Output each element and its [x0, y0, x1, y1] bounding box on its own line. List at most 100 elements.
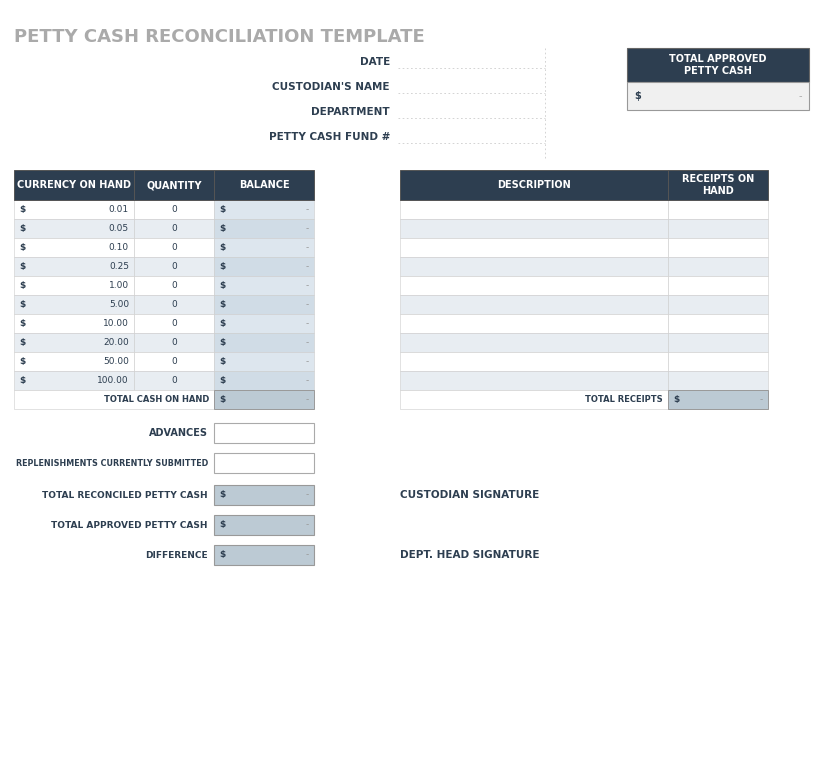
Text: $: $	[219, 300, 225, 309]
Bar	[400, 238, 667, 257]
Bar	[400, 295, 667, 314]
Bar	[214, 371, 314, 390]
Bar	[214, 238, 314, 257]
Text: -: -	[305, 300, 309, 309]
Bar	[667, 333, 767, 352]
Text: $: $	[19, 338, 25, 347]
Bar	[667, 219, 767, 238]
Text: CUSTODIAN SIGNATURE: CUSTODIAN SIGNATURE	[400, 490, 539, 500]
Text: 5.00: 5.00	[109, 300, 129, 309]
Bar	[14, 219, 133, 238]
Text: TOTAL CASH ON HAND: TOTAL CASH ON HAND	[103, 395, 209, 404]
Bar	[14, 200, 133, 219]
Bar	[214, 257, 314, 276]
Bar	[14, 295, 133, 314]
Text: 0: 0	[171, 319, 177, 328]
Bar	[133, 276, 214, 295]
Text: 0: 0	[171, 281, 177, 290]
Text: DESCRIPTION: DESCRIPTION	[496, 180, 570, 190]
Text: $: $	[19, 205, 25, 214]
Text: $: $	[19, 224, 25, 233]
Text: -: -	[305, 520, 309, 530]
Bar	[667, 314, 767, 333]
Text: 0.05: 0.05	[109, 224, 129, 233]
Text: ADVANCES: ADVANCES	[149, 428, 208, 438]
Bar	[133, 314, 214, 333]
Bar	[214, 485, 314, 505]
Bar	[133, 352, 214, 371]
Bar	[133, 200, 214, 219]
Text: CURRENCY ON HAND: CURRENCY ON HAND	[17, 180, 131, 190]
Text: 0: 0	[171, 262, 177, 271]
Text: QUANTITY: QUANTITY	[146, 180, 201, 190]
Bar	[14, 333, 133, 352]
Text: 1.00: 1.00	[109, 281, 129, 290]
Bar	[133, 170, 214, 200]
Bar	[214, 276, 314, 295]
Text: TOTAL APPROVED PETTY CASH: TOTAL APPROVED PETTY CASH	[52, 520, 208, 530]
Text: -: -	[305, 205, 309, 214]
Text: $: $	[19, 243, 25, 252]
Bar	[133, 238, 214, 257]
Bar	[400, 276, 667, 295]
Text: 0: 0	[171, 300, 177, 309]
Bar	[214, 352, 314, 371]
Text: TOTAL RECONCILED PETTY CASH: TOTAL RECONCILED PETTY CASH	[43, 491, 208, 500]
Bar	[667, 170, 767, 200]
Text: 0.10: 0.10	[109, 243, 129, 252]
Bar	[14, 276, 133, 295]
Bar	[667, 352, 767, 371]
Text: REPLENISHMENTS CURRENTLY SUBMITTED: REPLENISHMENTS CURRENTLY SUBMITTED	[16, 459, 208, 468]
Text: $: $	[633, 91, 640, 101]
Bar	[214, 314, 314, 333]
Text: 20.00: 20.00	[103, 338, 129, 347]
Bar	[400, 200, 667, 219]
Text: -: -	[305, 262, 309, 271]
Text: -: -	[305, 338, 309, 347]
Text: -: -	[305, 224, 309, 233]
Text: PETTY CASH FUND #: PETTY CASH FUND #	[269, 132, 390, 142]
Bar	[14, 238, 133, 257]
Bar	[214, 333, 314, 352]
Text: $: $	[19, 281, 25, 290]
Text: 10.00: 10.00	[103, 319, 129, 328]
Bar	[627, 82, 808, 110]
Bar	[667, 295, 767, 314]
Text: $: $	[219, 224, 225, 233]
Text: 0: 0	[171, 205, 177, 214]
Text: $: $	[219, 520, 225, 530]
Text: 0: 0	[171, 376, 177, 385]
Text: DEPT. HEAD SIGNATURE: DEPT. HEAD SIGNATURE	[400, 550, 539, 560]
Text: -: -	[759, 395, 762, 404]
Text: $: $	[219, 281, 225, 290]
Bar	[667, 276, 767, 295]
Text: -: -	[305, 281, 309, 290]
Bar	[400, 352, 667, 371]
Text: $: $	[219, 243, 225, 252]
Text: TOTAL RECEIPTS: TOTAL RECEIPTS	[585, 395, 663, 404]
Bar	[133, 257, 214, 276]
Bar	[214, 453, 314, 473]
Bar	[14, 390, 214, 409]
Text: 100.00: 100.00	[97, 376, 129, 385]
Text: 50.00: 50.00	[103, 357, 129, 366]
Bar	[214, 423, 314, 443]
Text: $: $	[219, 357, 225, 366]
Bar	[667, 371, 767, 390]
Text: 0.25: 0.25	[109, 262, 129, 271]
Text: $: $	[672, 395, 678, 404]
Text: $: $	[219, 338, 225, 347]
Bar	[14, 314, 133, 333]
Bar	[400, 390, 667, 409]
Text: 0: 0	[171, 224, 177, 233]
Bar	[667, 200, 767, 219]
Text: 0.01: 0.01	[109, 205, 129, 214]
Bar	[214, 219, 314, 238]
Text: $: $	[219, 376, 225, 385]
Bar	[214, 515, 314, 535]
Text: $: $	[19, 319, 25, 328]
Bar	[400, 333, 667, 352]
Bar	[627, 48, 808, 82]
Bar	[667, 257, 767, 276]
Text: -: -	[305, 395, 309, 404]
